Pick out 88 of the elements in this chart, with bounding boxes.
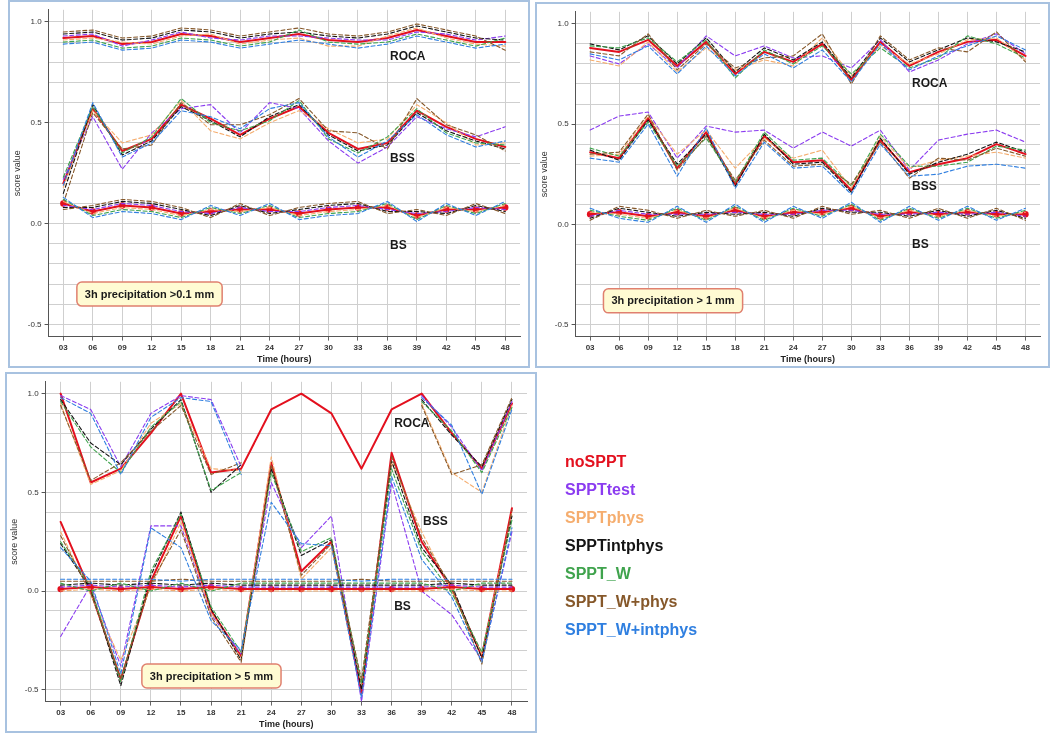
x-tick-label: 12 [672,342,683,352]
x-tick-label: 09 [117,342,128,352]
x-tick-label: 21 [236,707,247,717]
x-tick-label: 42 [962,342,973,352]
x-tick-label: 03 [56,707,66,717]
line-series [62,25,506,41]
line-series [62,35,506,51]
y-tick-label: 1.0 [30,17,43,27]
y-tick-label: 0.5 [30,117,43,127]
x-tick-label: 12 [147,342,157,352]
x-tick-label: 06 [88,342,98,352]
x-tick-label: 30 [846,342,857,352]
y-tick-label: -0.5 [24,684,40,694]
x-tick-label: 39 [417,707,427,717]
x-tick-label: 33 [353,342,363,352]
x-tick-label: 24 [266,707,277,717]
x-tick-label: 42 [441,342,452,352]
x-tick-label: 03 [585,342,596,352]
x-tick-label: 12 [146,707,156,717]
x-tick-label: 48 [1021,342,1031,352]
y-axis-title: score value [8,518,19,565]
annotation: BS [394,599,411,614]
annotation: 3h precipitation >0.1 mm [84,287,215,300]
x-axis-title: Time (hours) [259,719,314,730]
y-tick-label: 0.0 [27,586,40,596]
y-tick-label: -0.5 [554,319,570,329]
x-tick-label: 27 [296,707,307,717]
x-axis-title: Time (hours) [257,354,312,365]
y-tick-label: 0.5 [557,119,570,129]
y-tick-label: 0.0 [557,219,570,229]
x-tick-label: 45 [992,342,1002,352]
text: SPPT_W+intphys [565,620,698,640]
annotation: BS [911,236,929,251]
x-tick-label: 21 [235,342,246,352]
text: SPPTphys [565,508,646,528]
y-tick-label: -0.5 [27,319,43,329]
annotation: BSS [911,178,937,193]
x-tick-label: 09 [116,707,126,717]
annotation: ROCA [394,415,430,430]
x-tick-label: 36 [382,342,393,352]
annotation: BSS [423,514,448,529]
annotation: ROCA [390,48,426,63]
y-tick-label: 1.0 [557,19,570,29]
x-tick-label: 39 [933,342,944,352]
x-tick-label: 39 [412,342,422,352]
x-tick-label: 09 [643,342,654,352]
x-axis-title: Time (hours) [780,354,835,365]
y-axis-title: score value [538,151,549,198]
x-tick-label: 18 [206,342,216,352]
x-tick-label: 21 [759,342,770,352]
x-tick-label: 18 [206,707,217,717]
x-tick-label: 30 [324,342,334,352]
text: SPPT_W [565,564,632,584]
x-tick-label: 15 [176,707,186,717]
x-tick-label: 36 [387,707,397,717]
x-tick-label: 30 [326,707,337,717]
x-tick-label: 18 [730,342,741,352]
x-tick-label: 33 [357,707,367,717]
x-tick-label: 48 [507,707,517,717]
x-tick-label: 45 [477,707,487,717]
x-tick-label: 06 [614,342,625,352]
text: SPPTintphys [565,536,665,556]
y-tick-label: 1.0 [27,388,40,398]
x-tick-label: 48 [500,342,511,352]
annotation: 3h precipitation > 5 mm [149,669,274,682]
y-tick-label: 0.5 [27,487,40,497]
line-series [589,111,1027,171]
text: noSPPT [565,452,628,472]
annotation: BSS [390,151,415,166]
x-tick-label: 06 [86,707,96,717]
x-tick-label: 36 [904,342,915,352]
x-tick-label: 27 [294,342,305,352]
text: SPPTtest [565,480,637,500]
x-tick-label: 15 [176,342,187,352]
annotation: ROCA [911,76,948,91]
x-tick-label: 24 [265,342,275,352]
text: SPPT_W+phys [565,592,679,612]
annotation: BS [390,238,407,253]
x-tick-label: 24 [788,342,799,352]
x-tick-label: 33 [875,342,886,352]
x-tick-label: 42 [447,707,457,717]
annotation: 3h precipitation > 1 mm [611,294,735,307]
y-axis-title: score value [11,150,22,197]
x-tick-label: 27 [817,342,828,352]
x-tick-label: 45 [471,342,481,352]
y-tick-label: 0.0 [30,218,43,228]
x-tick-label: 15 [701,342,712,352]
x-tick-label: 03 [58,342,69,352]
